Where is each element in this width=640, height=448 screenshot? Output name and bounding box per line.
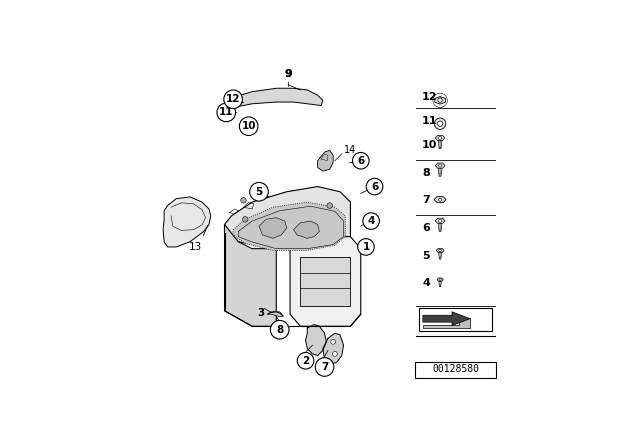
Polygon shape bbox=[438, 168, 442, 176]
Circle shape bbox=[363, 213, 380, 229]
Polygon shape bbox=[435, 163, 445, 168]
FancyBboxPatch shape bbox=[419, 308, 492, 331]
Polygon shape bbox=[305, 324, 326, 356]
Circle shape bbox=[439, 249, 442, 252]
Circle shape bbox=[435, 118, 446, 129]
Polygon shape bbox=[225, 186, 351, 249]
Polygon shape bbox=[435, 135, 445, 141]
Polygon shape bbox=[434, 197, 446, 202]
Polygon shape bbox=[163, 197, 211, 247]
Circle shape bbox=[331, 340, 335, 344]
Circle shape bbox=[327, 203, 333, 208]
Circle shape bbox=[270, 320, 289, 339]
Polygon shape bbox=[437, 278, 444, 281]
Text: 10: 10 bbox=[241, 121, 256, 131]
Circle shape bbox=[241, 198, 246, 203]
Text: 11: 11 bbox=[219, 108, 234, 117]
Text: 6: 6 bbox=[357, 156, 364, 166]
Polygon shape bbox=[436, 248, 444, 253]
Polygon shape bbox=[290, 237, 361, 326]
Polygon shape bbox=[438, 141, 442, 149]
Polygon shape bbox=[435, 218, 445, 224]
Text: 00128580: 00128580 bbox=[432, 364, 479, 375]
Text: 9: 9 bbox=[285, 69, 292, 78]
Text: 14: 14 bbox=[344, 145, 356, 155]
Polygon shape bbox=[233, 202, 345, 250]
Circle shape bbox=[217, 103, 236, 122]
Circle shape bbox=[438, 121, 443, 126]
Text: 12: 12 bbox=[226, 94, 241, 104]
Polygon shape bbox=[423, 312, 470, 326]
Circle shape bbox=[333, 352, 337, 356]
Polygon shape bbox=[259, 218, 287, 238]
Text: 1: 1 bbox=[362, 242, 369, 252]
Polygon shape bbox=[317, 151, 333, 171]
Circle shape bbox=[239, 117, 258, 135]
Text: 8: 8 bbox=[276, 325, 284, 335]
Circle shape bbox=[366, 178, 383, 195]
Text: 12: 12 bbox=[422, 92, 438, 102]
Circle shape bbox=[250, 182, 268, 201]
Circle shape bbox=[224, 90, 243, 108]
Text: 11: 11 bbox=[422, 116, 438, 126]
Text: 7: 7 bbox=[321, 362, 328, 372]
Text: 3: 3 bbox=[257, 308, 264, 318]
Text: 6: 6 bbox=[371, 181, 378, 192]
FancyBboxPatch shape bbox=[415, 362, 496, 378]
Text: 8: 8 bbox=[422, 168, 430, 178]
Circle shape bbox=[353, 152, 369, 169]
Text: 4: 4 bbox=[367, 216, 375, 226]
Circle shape bbox=[438, 164, 442, 167]
Circle shape bbox=[439, 279, 441, 281]
Text: 9: 9 bbox=[284, 69, 292, 78]
Circle shape bbox=[438, 98, 442, 102]
Polygon shape bbox=[435, 96, 445, 104]
Polygon shape bbox=[438, 253, 442, 259]
Polygon shape bbox=[423, 318, 470, 328]
Circle shape bbox=[243, 216, 248, 222]
Circle shape bbox=[438, 137, 442, 139]
Text: 10: 10 bbox=[422, 140, 438, 150]
Text: 5: 5 bbox=[422, 250, 430, 261]
Circle shape bbox=[358, 239, 374, 255]
Polygon shape bbox=[225, 224, 276, 326]
Polygon shape bbox=[323, 333, 344, 364]
Polygon shape bbox=[268, 312, 283, 317]
Polygon shape bbox=[300, 257, 351, 306]
Text: 6: 6 bbox=[422, 223, 430, 233]
Polygon shape bbox=[439, 282, 442, 287]
Circle shape bbox=[438, 198, 442, 201]
Text: 13: 13 bbox=[189, 242, 202, 252]
Text: 4: 4 bbox=[422, 278, 430, 288]
Text: 5: 5 bbox=[255, 187, 262, 197]
Text: 7: 7 bbox=[422, 195, 430, 205]
Circle shape bbox=[316, 358, 334, 376]
Circle shape bbox=[438, 219, 442, 222]
Polygon shape bbox=[228, 88, 323, 107]
Circle shape bbox=[298, 353, 314, 369]
Polygon shape bbox=[438, 224, 442, 232]
Polygon shape bbox=[294, 221, 319, 238]
Text: 2: 2 bbox=[302, 356, 309, 366]
